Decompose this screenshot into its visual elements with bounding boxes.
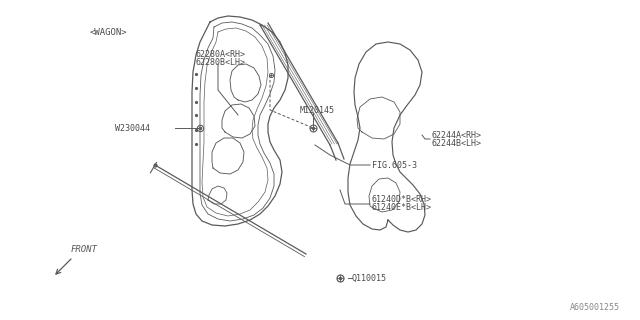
Text: M120145: M120145 — [300, 106, 335, 115]
Text: 62280A<RH>: 62280A<RH> — [196, 50, 246, 59]
Text: <WAGON>: <WAGON> — [90, 28, 127, 36]
Text: FIG.605-3: FIG.605-3 — [372, 161, 417, 170]
Text: FRONT: FRONT — [71, 244, 98, 253]
Text: 62280B<LH>: 62280B<LH> — [196, 58, 246, 67]
Text: 62244A<RH>: 62244A<RH> — [432, 131, 482, 140]
Text: A605001255: A605001255 — [570, 303, 620, 313]
Text: W230044: W230044 — [115, 124, 150, 132]
Text: 62244B<LH>: 62244B<LH> — [432, 139, 482, 148]
Text: 61240E*B<LH>: 61240E*B<LH> — [372, 204, 432, 212]
Text: Q110015: Q110015 — [352, 274, 387, 283]
Text: 61240D*B<RH>: 61240D*B<RH> — [372, 196, 432, 204]
